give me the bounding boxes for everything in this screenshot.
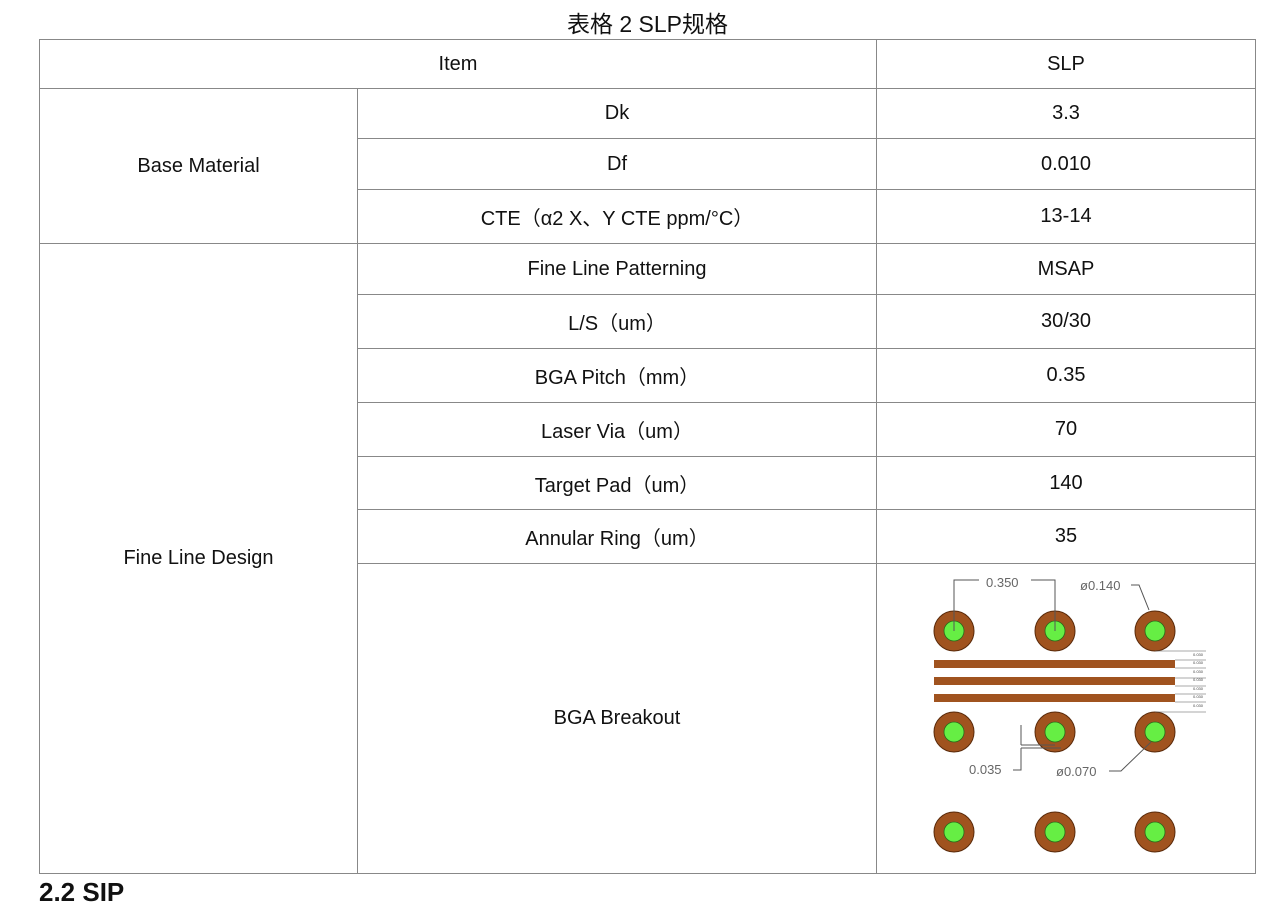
table-row: BGA Pitch（mm） 0.35 [40, 348, 1256, 403]
spacing-label: 0.030 [1193, 669, 1204, 674]
pad-diameter-label: ø0.140 [1080, 578, 1120, 593]
spacing-label: 0.030 [1193, 686, 1204, 691]
spacing-label: 0.030 [1193, 652, 1204, 657]
pitch-label: 0.350 [986, 575, 1019, 590]
group-label: Fine Line Design [39, 243, 358, 874]
laser-via [1044, 821, 1066, 842]
table-row: L/S（um） 30/30 [40, 294, 1256, 349]
via-diameter-label: ø0.070 [1056, 764, 1096, 779]
row-value: 0.010 [876, 138, 1256, 190]
table-row: Base Material Dk 3.3 [39, 88, 1256, 244]
ring-dimension-line [1013, 724, 1061, 770]
via-leader-line [1109, 741, 1152, 771]
laser-via [1044, 721, 1066, 742]
row-item: BGA Pitch（mm） [357, 348, 877, 403]
pad-leader-line [1131, 584, 1150, 610]
laser-via [943, 721, 965, 742]
row-item: Fine Line Patterning [357, 243, 877, 295]
table-row: CTE（α2 X、Y CTE ppm/°C） 13-14 [40, 189, 1256, 244]
bga-breakout-diagram: 0.350 ø0.140 0.035 ø0.070 0.030 0.030 0.03… [933, 575, 1206, 852]
row-value: 0.35 [876, 348, 1256, 403]
table-header-row: Item SLP [39, 39, 1256, 89]
row-value: 70 [876, 402, 1256, 457]
trace [934, 659, 1175, 668]
row-item: Laser Via（um） [357, 402, 877, 457]
row-value: 30/30 [876, 294, 1256, 349]
trace [934, 693, 1175, 702]
row-item: Annular Ring（um） [357, 509, 877, 564]
row-item: BGA Breakout [357, 563, 877, 874]
bga-breakout-diagram-cell: 0.350 ø0.140 0.035 ø0.070 0.030 0.030 0.03… [876, 563, 1256, 874]
laser-via [1144, 821, 1166, 842]
spacing-label: 0.030 [1193, 677, 1204, 682]
slp-spec-table: Item SLP Base Material Dk 3.3 Df 0.010 C… [39, 39, 1256, 874]
row-item: CTE（α2 X、Y CTE ppm/°C） [357, 189, 877, 244]
spacing-label: 0.030 [1193, 703, 1204, 708]
row-value: 140 [876, 456, 1256, 510]
table-row: Df 0.010 [40, 138, 1256, 190]
row-value: 35 [876, 509, 1256, 564]
row-value: 3.3 [876, 88, 1256, 139]
table-row: Laser Via（um） 70 [40, 402, 1256, 457]
header-slp: SLP [876, 39, 1256, 89]
row-item: Target Pad（um） [357, 456, 877, 510]
table-row: Target Pad（um） 140 [40, 456, 1256, 510]
group-label: Base Material [39, 88, 358, 244]
trace [934, 676, 1175, 685]
row-value: MSAP [876, 243, 1256, 295]
table-row: Fine Line Design Fine Line Patterning MS… [39, 243, 1256, 874]
next-section-heading: 2.2 SIP [39, 877, 125, 907]
ring-label: 0.035 [969, 762, 1002, 777]
table-row: BGA Breakout 0.350 ø0.140 0.035 ø0.070 0… [40, 563, 1256, 874]
row-item: L/S（um） [357, 294, 877, 349]
header-item: Item [39, 39, 877, 89]
row-item: Dk [357, 88, 877, 139]
laser-via [943, 821, 965, 842]
laser-via [1144, 721, 1166, 742]
row-item: Df [357, 138, 877, 190]
spacing-label: 0.030 [1193, 694, 1204, 699]
laser-via [1144, 620, 1166, 641]
pitch-dimension-line [953, 579, 1056, 631]
table-caption: 表格 2 SLP规格 [566, 11, 729, 37]
spacing-label: 0.030 [1193, 660, 1204, 665]
row-value: 13-14 [876, 189, 1256, 244]
table-row: Annular Ring（um） 35 [40, 509, 1256, 564]
